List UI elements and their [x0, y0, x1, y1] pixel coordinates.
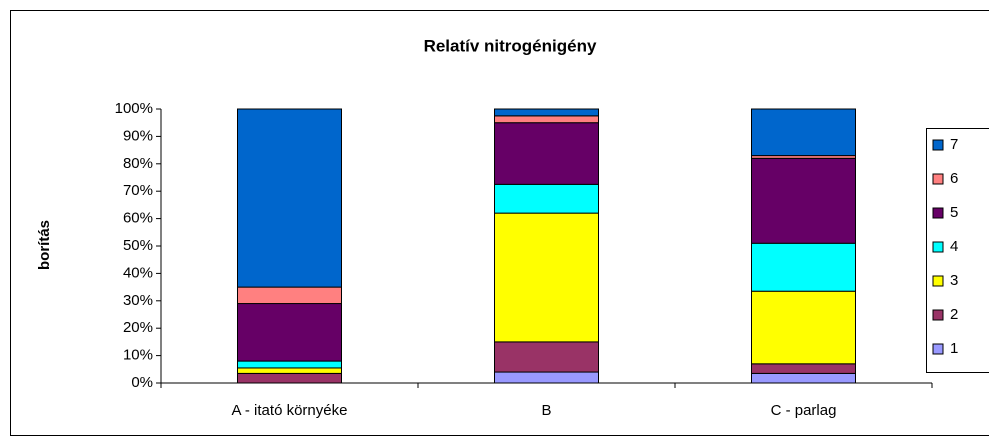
bar-segment — [751, 372, 856, 384]
legend-label: 2 — [950, 306, 958, 323]
legend-swatch — [932, 173, 944, 185]
bar-segment — [237, 108, 342, 288]
bar-segment — [751, 290, 856, 365]
legend-label: 7 — [950, 136, 958, 153]
bar-segment — [237, 360, 342, 369]
legend-swatch — [932, 207, 944, 219]
legend-swatch — [932, 241, 944, 253]
legend-label: 5 — [950, 204, 958, 221]
bar-segment — [494, 371, 599, 384]
x-tick-label: A - itató környéke — [232, 402, 348, 419]
x-tick-label: B — [541, 402, 551, 419]
legend-label: 1 — [950, 340, 958, 357]
bar-segment — [237, 367, 342, 374]
y-tick-label: 0% — [131, 374, 153, 391]
bar-segment — [494, 183, 599, 214]
legend-swatch — [932, 309, 944, 321]
y-tick-label: 50% — [123, 237, 153, 254]
y-axis-label: borítás — [36, 220, 53, 270]
legend-label: 4 — [950, 238, 958, 255]
y-tick-label: 20% — [123, 319, 153, 336]
x-tick-label: C - parlag — [771, 402, 837, 419]
bar-segment — [751, 157, 856, 244]
bar-segment — [751, 363, 856, 374]
bar-segment — [751, 108, 856, 157]
bar-segment — [237, 286, 342, 305]
chart-title: Relatív nitrogénigény — [424, 36, 597, 55]
legend-label: 6 — [950, 170, 958, 187]
bar-segment — [494, 115, 599, 124]
y-tick-label: 100% — [115, 100, 153, 117]
y-tick-label: 30% — [123, 292, 153, 309]
y-tick-label: 80% — [123, 155, 153, 172]
y-tick-label: 10% — [123, 347, 153, 364]
y-tick-label: 60% — [123, 210, 153, 227]
y-tick-label: 70% — [123, 182, 153, 199]
y-tick-label: 90% — [123, 127, 153, 144]
bar-segment — [751, 242, 856, 292]
bar-segment — [237, 303, 342, 362]
bar-segment — [237, 372, 342, 384]
legend-swatch — [932, 343, 944, 355]
legend-label: 3 — [950, 272, 958, 289]
bar-segment — [494, 212, 599, 343]
legend-swatch — [932, 275, 944, 287]
legend-swatch — [932, 139, 944, 151]
bar-segment — [494, 341, 599, 373]
y-tick-label: 40% — [123, 264, 153, 281]
bar-segment — [494, 122, 599, 185]
bar-segment — [494, 108, 599, 117]
